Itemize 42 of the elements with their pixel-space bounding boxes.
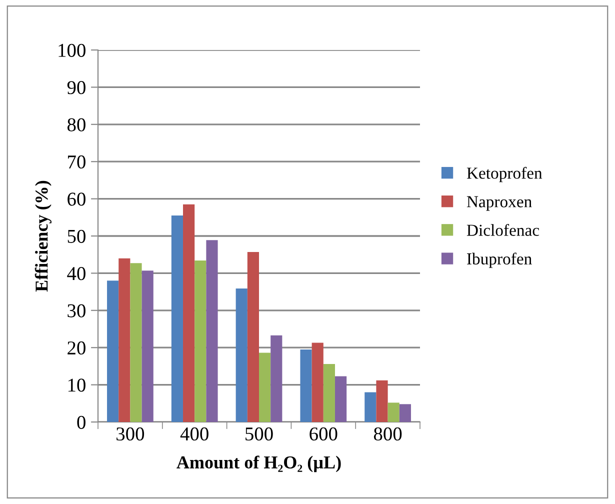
- bar: [142, 270, 154, 422]
- legend-label: Ketoprofen: [466, 166, 542, 182]
- bar: [171, 216, 184, 422]
- y-tick-label: 90: [67, 81, 86, 94]
- x-axis-title: Amount of H₂O₂ (µL): [176, 456, 341, 472]
- bar: [388, 402, 400, 422]
- bar: [376, 380, 388, 422]
- bar: [399, 404, 411, 422]
- y-tick-label: 10: [68, 378, 86, 392]
- bar: [194, 260, 206, 422]
- y-tick-label: 100: [58, 44, 86, 57]
- bar: [107, 280, 119, 422]
- y-tick-label: 20: [68, 341, 86, 355]
- bar: [300, 349, 312, 422]
- y-tick-label: 60: [68, 192, 86, 206]
- bar: [183, 204, 195, 422]
- y-tick-label: 70: [68, 155, 86, 169]
- bar: [323, 364, 335, 422]
- x-tick-label: 800: [374, 427, 402, 441]
- x-tick-label: 400: [180, 427, 208, 441]
- y-tick-label: 80: [67, 118, 86, 132]
- bar: [270, 335, 282, 422]
- y-tick-label: 30: [68, 304, 86, 318]
- x-tick-label: 600: [310, 427, 338, 441]
- x-tick-label: 500: [246, 427, 273, 441]
- y-tick-label: 50: [68, 230, 86, 243]
- legend-label: Ibuprofen: [467, 252, 532, 268]
- y-tick-label: 0: [77, 416, 86, 429]
- legend-label: Naproxen: [466, 196, 532, 211]
- y-tick-label: 40: [67, 267, 86, 280]
- bar: [206, 240, 218, 422]
- bar: [247, 252, 259, 422]
- bar: [334, 376, 347, 422]
- y-axis-title: Efficiency (%): [34, 180, 52, 292]
- bar: [364, 392, 376, 422]
- bar: [259, 352, 271, 422]
- x-tick-label: 300: [116, 427, 144, 441]
- legend-label: Diclofenac: [466, 224, 540, 236]
- bar: [236, 288, 248, 422]
- bar: [118, 258, 130, 422]
- bar: [312, 342, 324, 422]
- bar: [130, 263, 142, 422]
